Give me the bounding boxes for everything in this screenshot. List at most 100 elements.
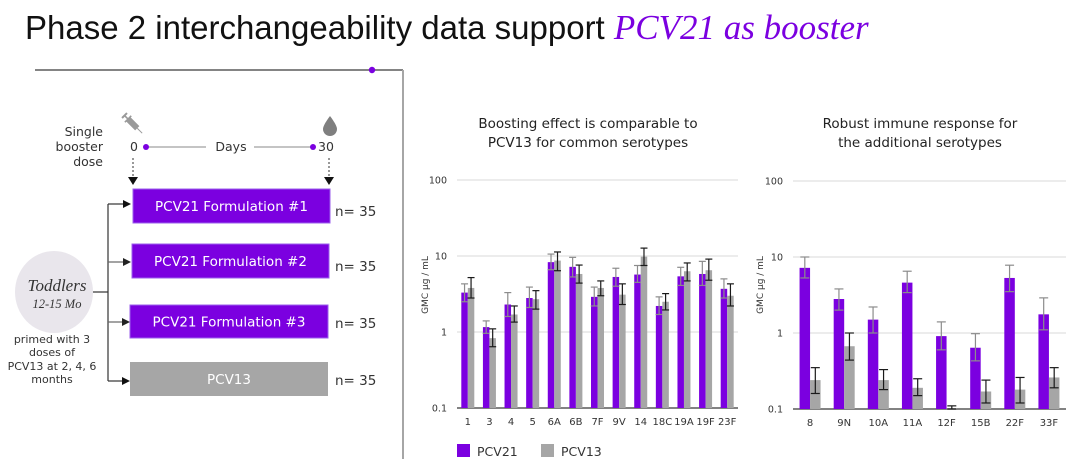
error-bar-pcv21 [800, 256, 810, 279]
bar-pcv21 [799, 267, 811, 409]
chart-additional-serotypes: Robust immune response for the additiona… [756, 116, 1066, 429]
arm-box: PCV21 Formulation #2 [131, 243, 330, 279]
x-tick-label: 8 [807, 418, 813, 429]
arm-box: PCV21 Formulation #1 [132, 188, 331, 224]
bar-pcv13 [554, 260, 561, 408]
x-tick-label: 6A [548, 417, 561, 428]
error-bar-pcv13 [1015, 376, 1025, 404]
error-bar-pcv21 [461, 283, 469, 303]
sample-arrow [324, 158, 334, 185]
x-tick-label: 9N [837, 418, 851, 429]
bar-pcv21 [901, 282, 913, 409]
error-bar-pcv21 [655, 296, 663, 316]
x-tick-label: 10A [869, 418, 889, 429]
chart-title-line: the additional serotypes [838, 135, 1002, 151]
chart-common-serotypes: Boosting effect is comparable to PCV13 f… [421, 116, 738, 428]
error-bar-pcv21 [936, 321, 946, 351]
error-bar-pcv13 [683, 262, 691, 282]
bars [461, 247, 734, 408]
booster-label-line: Single [65, 124, 104, 139]
error-bar-pcv13 [662, 293, 670, 311]
booster-label-line: dose [73, 154, 103, 169]
x-tick-label: 14 [634, 417, 647, 428]
error-bar-pcv21 [504, 291, 512, 318]
error-bar-pcv13 [467, 276, 475, 299]
error-bar-pcv21 [1005, 264, 1015, 293]
tick-labels: 0.1 1 10 100 1 3 4 5 6A 6B 7F 9V 14 18C 19A 19F 23F [429, 176, 737, 429]
error-bar-pcv13 [981, 379, 991, 404]
legend-label-pcv13: PCV13 [561, 444, 602, 459]
error-bar-pcv21 [525, 286, 533, 309]
slide-title: Phase 2 interchangeability data support … [25, 8, 869, 48]
syringe-icon [121, 112, 143, 134]
population-note-line: PCV13 at 2, 4, 6 [8, 360, 97, 373]
bar-pcv21 [612, 276, 620, 408]
error-bar-pcv13 [913, 378, 923, 397]
timeline-end-dot [310, 144, 316, 150]
bar-pcv21 [655, 305, 663, 408]
bar-pcv13 [467, 287, 475, 408]
population-note: primed with 3 doses of PCV13 at 2, 4, 6 … [8, 333, 97, 386]
bar-pcv21 [504, 304, 512, 408]
x-tick-label: 22F [1006, 418, 1025, 429]
error-bar-pcv13 [1049, 367, 1059, 389]
error-bar-pcv13 [726, 283, 734, 307]
arm-n: n= 35 [335, 373, 376, 389]
legend-label-pcv21: PCV21 [477, 444, 518, 459]
bar-pcv21 [526, 298, 533, 408]
x-tick-label: 3 [486, 417, 492, 428]
bar-pcv13 [597, 287, 604, 408]
y-axis-label: GMC µg / mL [421, 256, 431, 314]
error-bar-pcv21 [482, 320, 490, 334]
error-bar-pcv13 [705, 258, 713, 281]
arm-label: PCV21 Formulation #1 [155, 199, 308, 215]
bar-pcv13 [912, 387, 923, 409]
bar-pcv21 [1004, 277, 1015, 409]
bar-pcv13 [844, 346, 855, 409]
x-tick-label: 19F [696, 417, 715, 428]
error-bar-pcv13 [844, 332, 854, 361]
blood-drop-icon [323, 116, 337, 136]
bar-pcv21 [1038, 314, 1049, 409]
arrow-head [122, 377, 130, 385]
error-bar-pcv21 [677, 266, 685, 287]
y-tick-label: 100 [765, 177, 783, 188]
arrow-head [123, 258, 131, 266]
chart-title-line: Robust immune response for [823, 116, 1018, 132]
bar-pcv21 [936, 336, 947, 409]
population-age: 12-15 Mo [33, 297, 82, 311]
arm-box: PCV21 Formulation #3 [129, 304, 329, 339]
error-bar-pcv13 [810, 367, 820, 395]
error-bar-pcv21 [868, 306, 878, 334]
bar-pcv13 [878, 380, 889, 409]
bar-pcv21 [699, 273, 706, 408]
slide-title-main: Phase 2 interchangeability data support [25, 9, 614, 46]
y-tick-label: 0.1 [432, 404, 447, 415]
error-bar-pcv21 [547, 253, 555, 271]
bar-pcv21 [677, 276, 684, 408]
arm-label: PCV21 Formulation #3 [153, 315, 306, 331]
x-tick-label: 19A [674, 417, 694, 428]
bar-pcv13 [489, 338, 496, 408]
error-bar-pcv13 [489, 328, 497, 348]
bar-pcv13 [532, 299, 540, 408]
x-tick-label: 9V [613, 417, 626, 428]
population-name: Toddlers [28, 276, 87, 295]
chart-title-line: PCV13 for common serotypes [488, 135, 688, 151]
bar-pcv13 [810, 380, 821, 409]
bar-pcv21 [591, 296, 598, 408]
timeline-start-dot [143, 144, 149, 150]
randomization-bracket [92, 203, 124, 382]
error-bar-pcv21 [834, 288, 844, 311]
population-note-line: primed with 3 [14, 333, 90, 346]
arm-label: PCV13 [207, 372, 251, 388]
tick-labels: 0.1 1 10 100 8 9N 10A 11A 12F 15B 22F 33F [765, 177, 1059, 430]
legend: PCV21 PCV13 [457, 444, 602, 459]
bar-pcv13 [511, 314, 518, 408]
dose-arrow [128, 158, 138, 185]
arm-n: n= 35 [335, 259, 376, 275]
bar-pcv13 [662, 301, 669, 408]
bar-pcv21 [833, 299, 845, 409]
bar-pcv13 [640, 256, 648, 408]
